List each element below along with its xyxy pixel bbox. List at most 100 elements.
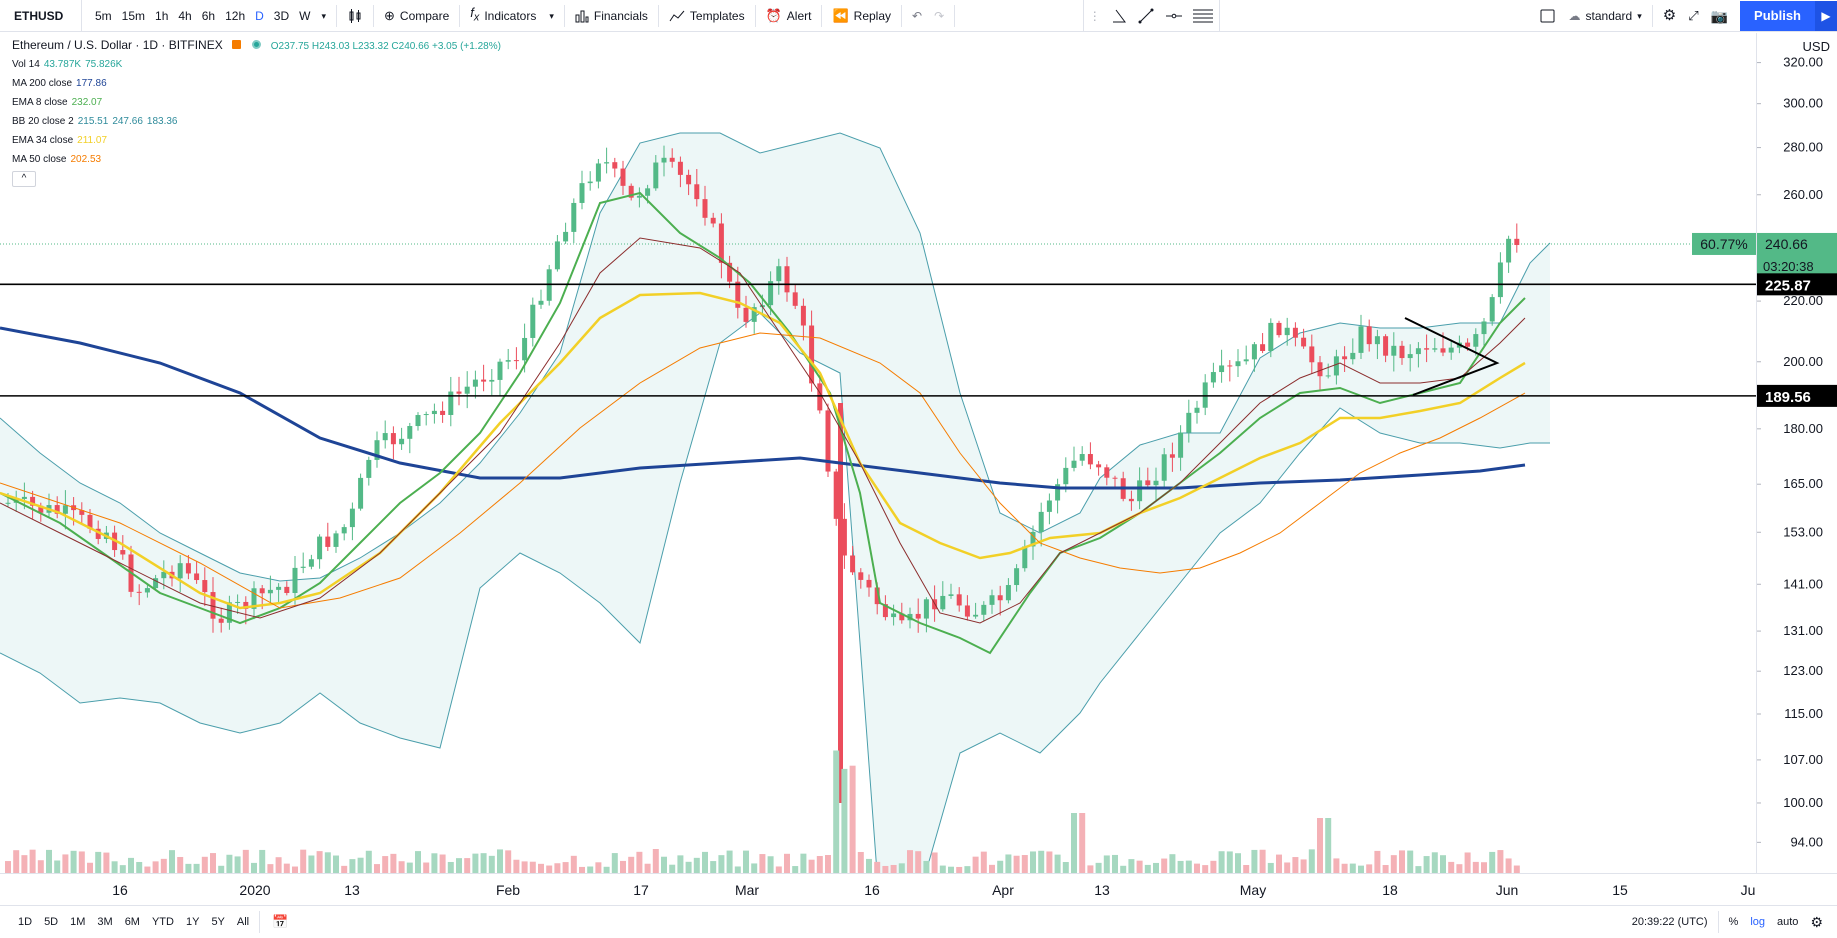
interval-12h[interactable]: 12h <box>225 8 246 23</box>
candle-body <box>489 379 495 382</box>
chart-canvas[interactable]: 60.77% <box>0 33 1756 914</box>
volume-bar <box>1251 849 1258 873</box>
range-6m[interactable]: 6M <box>124 915 140 928</box>
volume-bar <box>989 864 995 873</box>
candle-body <box>817 383 823 411</box>
candle-body <box>1276 322 1282 336</box>
time-label: 16 <box>864 882 880 898</box>
settings-button[interactable]: ⚙ <box>1657 0 1682 32</box>
interval-w[interactable]: W <box>299 8 311 23</box>
gear-icon[interactable]: ⚙ <box>1810 913 1823 930</box>
volume-bar <box>505 850 512 873</box>
templates-icon <box>669 10 685 21</box>
undo-button[interactable]: ↶ <box>906 0 928 32</box>
horizontal-line-icon[interactable] <box>1165 7 1183 25</box>
fullscreen-button[interactable]: ⤢ <box>1682 0 1704 32</box>
angle-tool-icon[interactable] <box>1110 7 1128 25</box>
volume-bar <box>70 850 77 873</box>
candle-body <box>1391 345 1397 356</box>
replay-button[interactable]: ⏪ Replay <box>826 0 897 32</box>
candle-body <box>259 588 265 594</box>
auto-toggle[interactable]: auto <box>1777 916 1799 928</box>
price-tick-label: 200.00 <box>1783 354 1823 369</box>
candle-body <box>645 188 651 196</box>
range-1m[interactable]: 1M <box>70 915 86 928</box>
volume-bar <box>1489 851 1496 873</box>
symbol-search[interactable]: ETHUSD <box>0 0 82 32</box>
drag-handle-icon[interactable]: ⋮ <box>1088 8 1101 23</box>
candle-body <box>997 595 1003 601</box>
publish-menu-button[interactable]: ▶ <box>1815 1 1837 31</box>
time-axis[interactable]: 16 2020 13 Feb 17 Mar 16 Apr 13 May 18 Jun 15 Ju <box>0 873 1837 905</box>
percent-toggle[interactable]: % <box>1728 916 1739 928</box>
indicator-row[interactable]: EMA 8 close 232.07 <box>12 93 501 112</box>
indicator-row[interactable]: EMA 34 close 211.07 <box>12 131 501 150</box>
fib-retracement-icon[interactable] <box>1192 7 1214 25</box>
publish-button[interactable]: Publish <box>1740 1 1815 31</box>
candle-body <box>251 588 257 609</box>
volume-bar <box>390 853 397 873</box>
chart-type-button[interactable] <box>341 0 369 32</box>
candle-body <box>243 601 249 609</box>
price-tick-label: 100.00 <box>1783 795 1823 810</box>
snapshot-button[interactable]: 📷 <box>1705 0 1734 32</box>
candle-body <box>1104 467 1110 478</box>
indicator-row[interactable]: Vol 14 43.787K 75.826K <box>12 55 501 74</box>
volume-bar <box>193 863 200 873</box>
interval-5m[interactable]: 5m <box>95 8 112 23</box>
range-all[interactable]: All <box>236 915 250 928</box>
indicator-value: 177.86 <box>76 78 107 89</box>
layout-button[interactable]: ☁ standard ▾ <box>1563 0 1648 32</box>
interval-6h[interactable]: 6h <box>201 8 216 23</box>
candle-body <box>923 599 929 619</box>
volume-bar <box>1054 854 1061 873</box>
candle-body <box>1145 480 1151 486</box>
volume-bar <box>538 863 544 873</box>
indicators-button[interactable]: fx Indicators ▾ <box>464 0 560 32</box>
utc-clock[interactable]: 20:39:22 (UTC) <box>1631 916 1708 928</box>
log-toggle[interactable]: log <box>1750 916 1766 928</box>
play-circle-icon: ▶ <box>1821 9 1831 23</box>
replay-label: Replay <box>853 8 892 23</box>
candle-body <box>948 594 954 596</box>
range-5y[interactable]: 5Y <box>211 915 225 928</box>
range-1y[interactable]: 1Y <box>185 915 200 928</box>
range-3m[interactable]: 3M <box>97 915 113 928</box>
indicator-row[interactable]: MA 50 close 202.53 <box>12 150 501 169</box>
interval-1h[interactable]: 1h <box>155 8 169 23</box>
volume-bar <box>915 851 922 873</box>
indicator-row[interactable]: BB 20 close 2 215.51 247.66 183.36 <box>12 112 501 131</box>
price-axis[interactable]: USD320.00300.00280.00260.00240.00220.002… <box>1756 33 1837 873</box>
compare-button[interactable]: ⊕ Compare <box>378 0 455 32</box>
trend-line-icon[interactable] <box>1137 7 1155 25</box>
chart-pane[interactable]: 60.77% <box>0 33 1756 914</box>
candle-body <box>1014 568 1020 586</box>
volume-bar <box>480 853 487 873</box>
goto-date-icon[interactable]: 📅 <box>272 913 289 929</box>
candle-body <box>177 563 183 579</box>
currency-box <box>1797 36 1837 56</box>
interval-d[interactable]: D <box>255 8 264 23</box>
range-1d[interactable]: 1D <box>18 915 33 928</box>
interval-3d[interactable]: 3D <box>273 8 290 23</box>
financials-button[interactable]: Financials <box>569 0 654 32</box>
indicator-row[interactable]: MA 200 close 177.86 <box>12 74 501 93</box>
templates-button[interactable]: Templates <box>663 0 751 32</box>
candle-body <box>390 433 396 445</box>
volume-bar <box>734 866 741 873</box>
alert-button[interactable]: ⏰ Alert <box>760 0 818 32</box>
candle-body <box>1424 348 1430 350</box>
interval-15m[interactable]: 15m <box>121 8 146 23</box>
interval-dropdown-icon[interactable]: ▾ <box>321 10 326 21</box>
fullscreen-rect-icon[interactable] <box>1533 8 1563 24</box>
interval-4h[interactable]: 4h <box>178 8 192 23</box>
volume-bar <box>1423 856 1430 873</box>
range-ytd[interactable]: YTD <box>151 915 174 928</box>
ma50-line <box>0 332 1526 609</box>
volume-bar <box>1226 851 1233 873</box>
legend-collapse-button[interactable]: ^ <box>12 171 36 187</box>
candle-body <box>325 536 331 547</box>
volume-bar <box>1276 854 1282 873</box>
redo-button[interactable]: ↷ <box>928 0 950 32</box>
range-5d[interactable]: 5D <box>44 915 59 928</box>
